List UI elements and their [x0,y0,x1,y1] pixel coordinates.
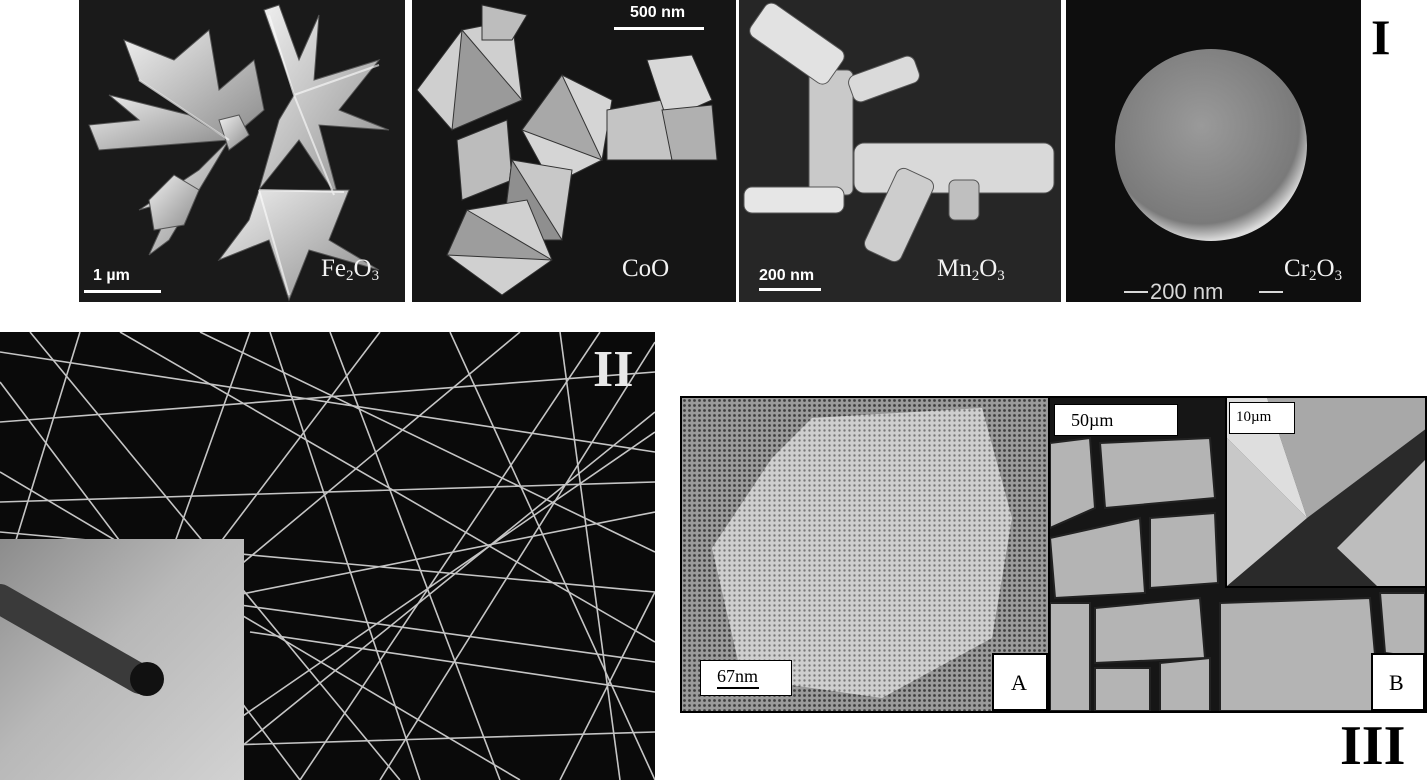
inset-crystal-corner: 10µm [1225,398,1425,588]
label-A: A [992,653,1048,711]
scale-bar-cr2o3-right [1259,291,1283,293]
panel-label-I: I [1371,9,1391,65]
scale-label-cr2o3: 200 nm [1150,279,1224,303]
nanoparticle-superlattice [682,398,1048,711]
sphere-particle [1115,49,1307,241]
cracked-supercrystal-blocks [1050,436,1425,711]
compound-label-fe2o3: Fe2O3 [321,255,380,284]
scale-bar-cr2o3-left [1124,291,1148,293]
panel-label-III: III [1340,715,1406,777]
sem-image-cr2o3: Cr2O3 200 nm [1066,0,1361,302]
scale-label-B2: 10µm [1229,402,1295,434]
nanowire-with-catalyst-tip [0,584,164,696]
scale-label-A: 67nm [700,660,792,696]
compound-label-coo: CoO [622,255,670,282]
sem-image-mn2o3: 200 nm Mn2O3 [739,0,1061,302]
compound-label-mn2o3: Mn2O3 [937,255,1005,284]
scale-bar-A [717,687,759,689]
scale-label-B1: 50µm [1054,404,1178,436]
panel-label-II: II [593,341,634,398]
sem-image-fe2o3: Fe2O3 1 µm [79,0,405,302]
scale-label-mn2o3: 200 nm [759,267,815,284]
dendrite-crystals [88,4,390,302]
panel-II-nanowire-image: II [0,332,655,780]
label-B: B [1371,653,1425,711]
crystal-sem-image-B: 50µm 10µm B [1048,396,1427,713]
sem-image-coo: 500 nm CoO [412,0,736,302]
octahedral-crystals [416,4,718,296]
superlattice-image-A: 67nm A [680,396,1050,713]
inset-tem-nanowire-tip [0,539,244,780]
scale-bar-coo [614,27,704,30]
rod-crystals [743,2,1055,263]
scale-bar-mn2o3 [759,288,821,291]
scale-label-fe2o3: 1 µm [93,267,130,284]
compound-label-cr2o3: Cr2O3 [1284,255,1343,284]
scale-bar-fe2o3 [84,290,161,293]
scale-label-coo: 500 nm [630,4,686,21]
